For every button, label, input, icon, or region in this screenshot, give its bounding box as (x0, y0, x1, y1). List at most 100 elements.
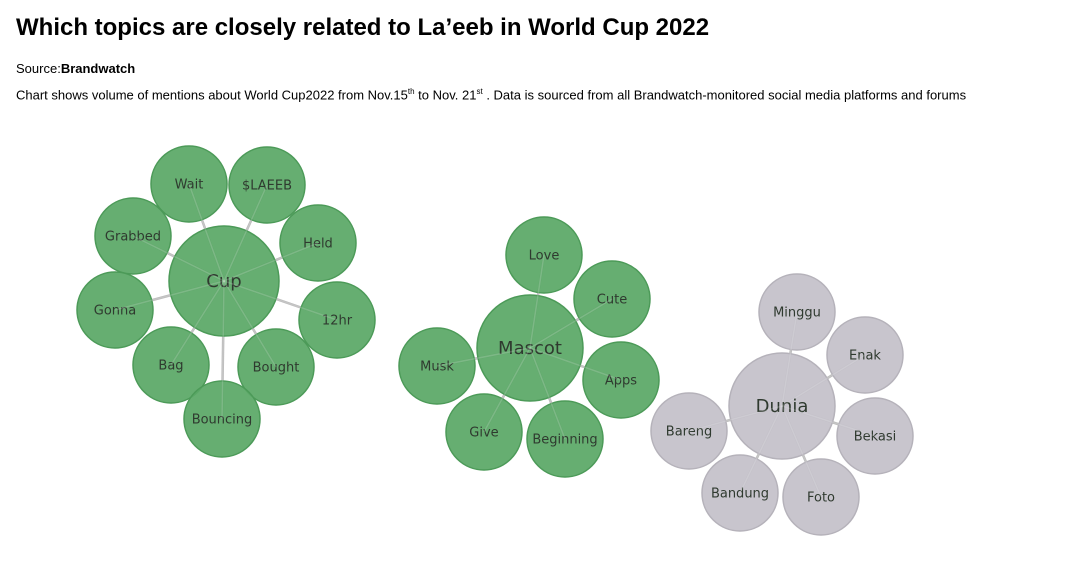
link-overlay (483, 347, 531, 433)
topic-bubble[interactable]: Bought (237, 328, 315, 406)
bubble-label: Minggu (773, 306, 821, 321)
chart-title: Which topics are closely related to La’e… (16, 14, 710, 41)
bubble-circle (168, 225, 280, 337)
bubble-circle (650, 392, 728, 470)
topic-bubble[interactable]: Bag (132, 326, 210, 404)
description-sup: th (407, 87, 415, 96)
center-bubble[interactable]: Dunia (728, 352, 836, 460)
bubble-circle (573, 260, 651, 338)
bubble-circle (183, 380, 261, 458)
bubble-label: Foto (807, 491, 835, 506)
bubble-circle (526, 400, 604, 478)
bubble-circle (94, 197, 172, 275)
bubble-circle (836, 397, 914, 475)
link-overlay (223, 242, 319, 282)
description-text: to Nov. 21 (414, 87, 477, 103)
bubble-label: Bouncing (192, 413, 253, 428)
topic-bubble[interactable]: Musk (398, 327, 476, 405)
link-overlay (529, 254, 545, 349)
topic-bubble[interactable]: Give (445, 393, 523, 471)
source-line: Source:Brandwatch (16, 61, 135, 76)
link-overlay (688, 405, 783, 432)
bubble-label: Love (529, 249, 560, 264)
link-overlay (223, 184, 268, 282)
link-overlay (436, 347, 531, 367)
link-overlay (529, 347, 622, 381)
topic-bubble[interactable]: Bareng (650, 392, 728, 470)
link-overlay (132, 235, 225, 282)
bubble-label: Musk (420, 360, 454, 375)
bubble-label: Give (469, 426, 498, 441)
link-overlay (170, 280, 225, 366)
topic-bubble[interactable]: 12hr (298, 281, 376, 359)
description-text: . Data is sourced from all Brandwatch-mo… (482, 87, 967, 103)
bubble-circle (582, 341, 660, 419)
bubble-circle (132, 326, 210, 404)
bubble-label: Dunia (756, 396, 809, 417)
bubble-label: Beginning (532, 433, 597, 448)
bubble-label: Held (303, 237, 333, 252)
topic-bubble[interactable]: Enak (826, 316, 904, 394)
topic-bubble[interactable]: Beginning (526, 400, 604, 478)
bubble-label: Apps (605, 374, 637, 389)
cluster-cup: Wait $LAEEB Grabbed Held Gonna 12hr Bag Bought B… (76, 145, 376, 458)
bubble-label: Cute (597, 293, 627, 308)
link-overlay (529, 347, 566, 440)
link-overlay (221, 280, 225, 420)
bubble-label: Bekasi (854, 430, 897, 445)
bubble-label: 12hr (322, 314, 353, 329)
topic-bubble[interactable]: Bekasi (836, 397, 914, 475)
link-overlay (529, 298, 613, 349)
link-overlay (739, 405, 783, 494)
topic-bubble[interactable]: Cute (573, 260, 651, 338)
topic-bubble[interactable]: Held (279, 204, 357, 282)
topic-bubble[interactable]: Love (505, 216, 583, 294)
center-bubble[interactable]: Cup (168, 225, 280, 337)
bubble-circle (237, 328, 315, 406)
bubble-circle (76, 271, 154, 349)
topic-bubble[interactable]: Bandung (701, 454, 779, 532)
bubble-circle (728, 352, 836, 460)
link-overlay (223, 280, 338, 321)
link-overlay (781, 405, 822, 498)
bubble-circle (398, 327, 476, 405)
bubble-label: Mascot (498, 338, 562, 359)
topic-bubble[interactable]: Wait (150, 145, 228, 223)
topic-bubble[interactable]: $LAEEB (228, 146, 306, 224)
bubble-label: Bareng (666, 425, 712, 440)
link-overlay (114, 280, 225, 311)
link-overlay (188, 183, 225, 282)
bubble-label: Bandung (711, 487, 769, 502)
topic-bubble[interactable]: Foto (782, 458, 860, 536)
bubble-label: $LAEEB (242, 179, 292, 194)
center-bubble[interactable]: Mascot (476, 294, 584, 402)
bubble-label: Gonna (94, 304, 136, 319)
bubble-label: Bag (158, 359, 183, 374)
topic-bubble[interactable]: Bouncing (183, 380, 261, 458)
topic-bubble[interactable]: Gonna (76, 271, 154, 349)
link-overlay (781, 405, 876, 437)
bubble-circle (782, 458, 860, 536)
bubble-circle (505, 216, 583, 294)
link-overlay (223, 280, 277, 368)
bubble-label: Wait (175, 178, 204, 193)
topic-bubble[interactable]: Grabbed (94, 197, 172, 275)
bubble-circle (228, 146, 306, 224)
bubble-label: Enak (849, 349, 881, 364)
cluster-mascot: Love Cute Musk Apps Give Beginning Mascot (398, 216, 660, 478)
bubble-circle (150, 145, 228, 223)
bubble-circle (445, 393, 523, 471)
source-name: Brandwatch (60, 61, 136, 76)
description-text: Chart shows volume of mentions about Wor… (16, 87, 408, 103)
chart-description: Chart shows volume of mentions about Wor… (16, 87, 966, 102)
cluster-dunia: Minggu Enak Bareng Bekasi Bandung Foto Dunia (650, 273, 914, 536)
description-sup: st (476, 87, 483, 96)
bubble-label: Bought (253, 361, 300, 376)
bubble-circle (758, 273, 836, 351)
topic-bubble[interactable]: Apps (582, 341, 660, 419)
bubble-circle (476, 294, 584, 402)
bubble-circle (298, 281, 376, 359)
bubble-label: Cup (206, 271, 241, 292)
bubble-label: Grabbed (105, 230, 161, 245)
topic-bubble[interactable]: Minggu (758, 273, 836, 351)
